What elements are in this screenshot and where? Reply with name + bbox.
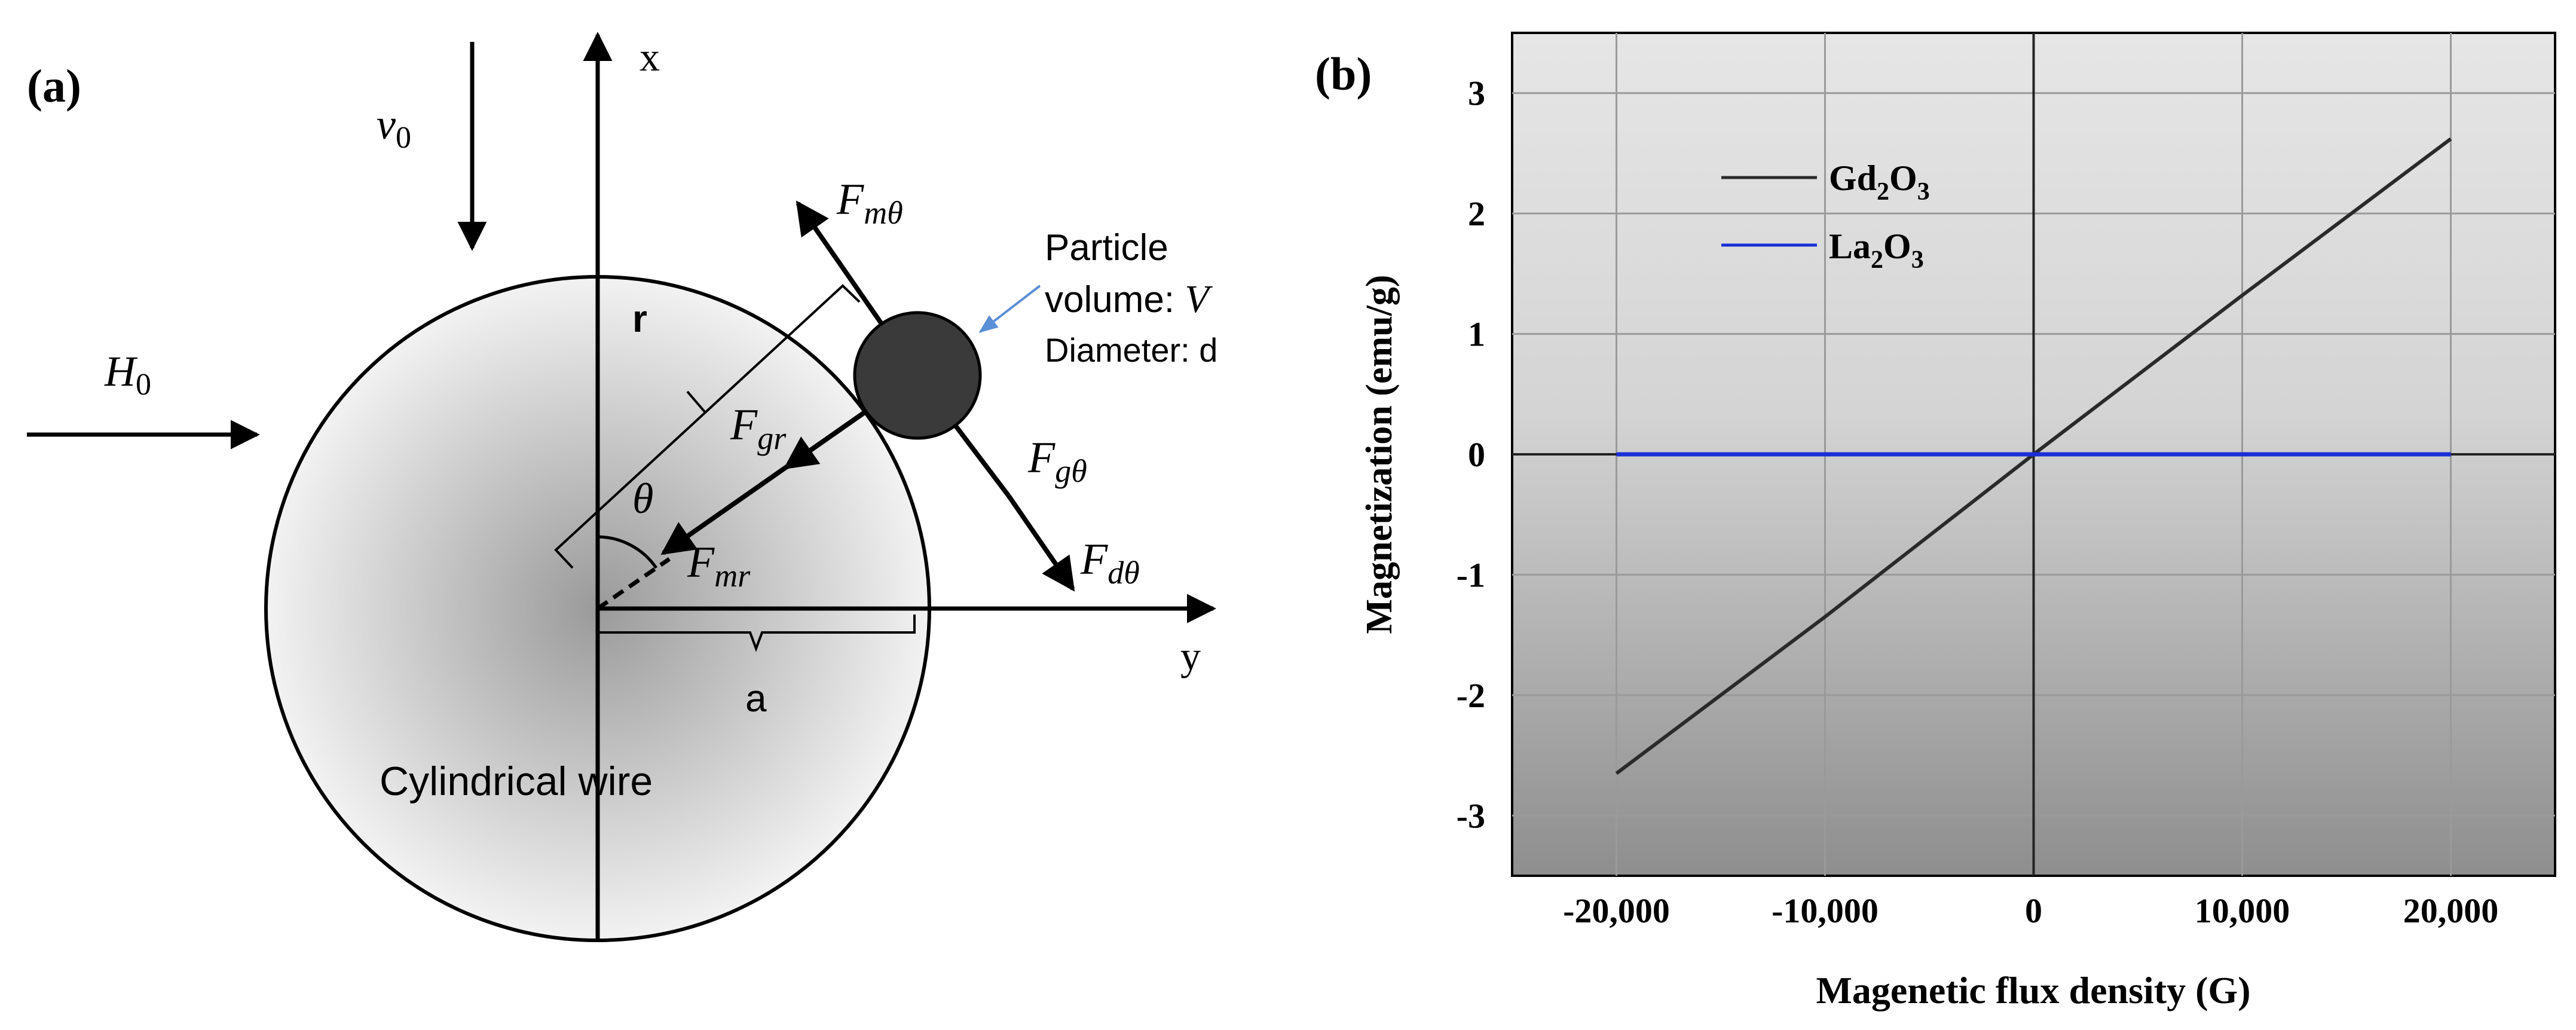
x-tick-label: 10,000 [2195, 891, 2290, 930]
y-tick-label: -3 [1457, 796, 1485, 835]
y-tick-label: 0 [1468, 435, 1485, 474]
r-brace [554, 284, 861, 569]
particle-label-line2: volume: V [1045, 277, 1213, 321]
y-tick-label: -2 [1457, 676, 1485, 715]
y-tick-label: 3 [1468, 74, 1485, 113]
series-layer [1615, 137, 2452, 775]
y-tick-label: 1 [1468, 315, 1485, 354]
x-tick-label: -10,000 [1772, 891, 1879, 930]
x-tick-label: -20,000 [1563, 891, 1670, 930]
legend-label-la2o3: La2O3 [1829, 227, 1924, 274]
theta-label: θ [632, 475, 653, 522]
x-tick-label: 0 [2025, 891, 2042, 930]
legend: Gd2O3 La2O3 [1721, 158, 1930, 274]
fmtheta-label: Fmθ [836, 175, 903, 231]
panel-a-label: (a) [27, 60, 81, 112]
fgtheta-label: Fgθ [1027, 433, 1087, 489]
a-label: a [745, 677, 767, 720]
radial-dashed-line [596, 557, 671, 610]
fgr-label: Fgr [730, 401, 787, 456]
panel-a: (a) Cylindrical wire x y v0 H0 r a θ [27, 32, 1217, 942]
panel-b-label: (b) [1315, 48, 1372, 100]
a-brace [596, 615, 916, 652]
y-tick-labels: -3 -2 -1 0 1 2 3 [1457, 74, 1485, 836]
fmr-label: Fmr [687, 538, 751, 594]
theta-arc [597, 535, 658, 569]
y-tick-label: 2 [1468, 194, 1485, 233]
r-label: r [632, 297, 647, 340]
particle [853, 311, 982, 440]
particle-pointer-arrow [978, 285, 1041, 333]
wire-label: Cylindrical wire [380, 759, 653, 804]
x-tick-labels: -20,000 -10,000 0 10,000 20,000 [1563, 891, 2498, 930]
fdtheta-label: Fdθ [1080, 535, 1140, 591]
y-axis-title: Magnetization (emu/g) [1359, 275, 1400, 634]
v0-label: v0 [377, 100, 411, 155]
y-axis-label: y [1180, 633, 1201, 678]
particle-label-line3: Diameter: d [1045, 331, 1217, 369]
x-axis-title: Magenetic flux density (G) [1816, 969, 2251, 1011]
x-tick-label: 20,000 [2403, 891, 2499, 930]
legend-label-gd2o3: Gd2O3 [1829, 158, 1930, 206]
y-tick-label: -1 [1457, 555, 1485, 594]
x-axis-label: x [640, 34, 660, 80]
panel-b: (b) -20,000 -10,000 0 10,000 20,000 -3 -2 -1 0 1… [1315, 32, 2556, 1011]
h0-label: H0 [104, 347, 151, 402]
particle-label-line1: Particle [1045, 227, 1168, 268]
fdtheta-arrow [1006, 494, 1075, 592]
